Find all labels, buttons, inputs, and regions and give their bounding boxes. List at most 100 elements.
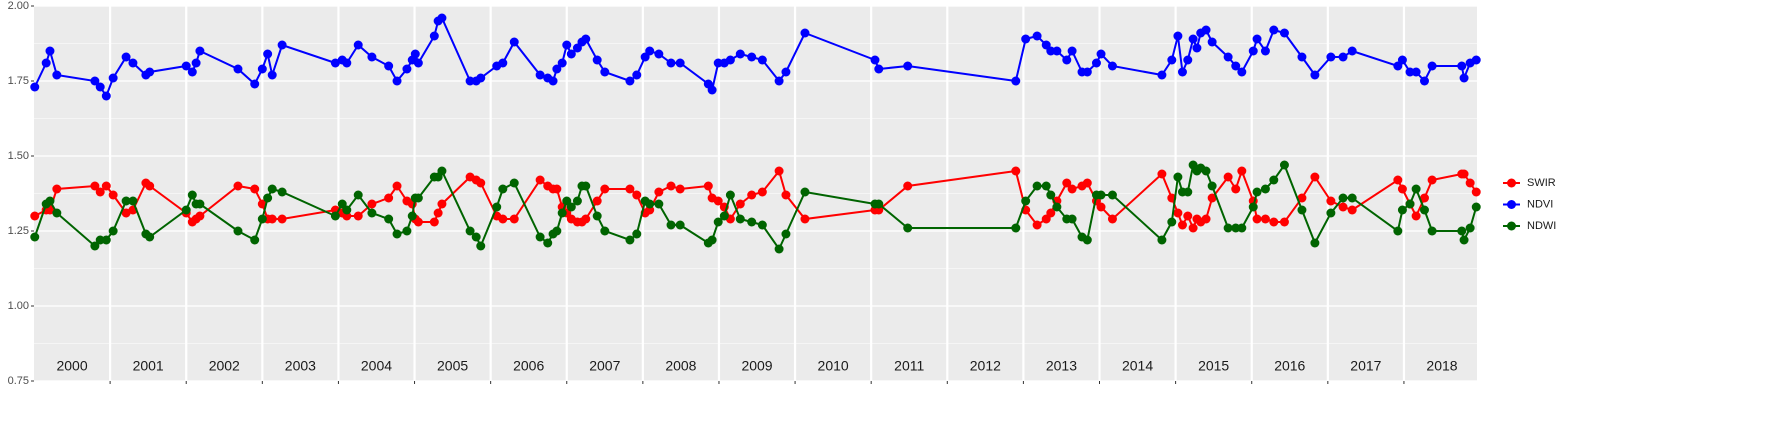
- data-point: [181, 205, 191, 215]
- data-point: [101, 181, 111, 191]
- year-label: 2015: [1198, 358, 1229, 374]
- data-point: [187, 190, 197, 200]
- data-point: [1201, 166, 1211, 176]
- legend-label: NDWI: [1527, 220, 1556, 232]
- data-point: [1157, 70, 1167, 80]
- data-point: [1419, 193, 1429, 203]
- data-point: [735, 214, 745, 224]
- data-point: [1173, 172, 1183, 182]
- year-label: 2001: [133, 358, 164, 374]
- data-point: [267, 70, 277, 80]
- year-label: 2006: [513, 358, 544, 374]
- data-point: [437, 166, 447, 176]
- data-point: [145, 232, 155, 242]
- data-point: [1279, 160, 1289, 170]
- data-point: [1471, 55, 1481, 65]
- data-point: [392, 229, 402, 239]
- year-label: 2013: [1046, 358, 1077, 374]
- y-tick-label: 1.50: [8, 150, 29, 162]
- data-point: [874, 64, 884, 74]
- data-point: [1188, 223, 1198, 233]
- data-point: [757, 220, 767, 230]
- data-point: [1223, 52, 1233, 62]
- year-label: 2018: [1426, 358, 1457, 374]
- data-point: [437, 199, 447, 209]
- data-point: [1326, 52, 1336, 62]
- year-label: 2008: [665, 358, 696, 374]
- data-point: [800, 214, 810, 224]
- data-point: [1096, 190, 1106, 200]
- data-point: [145, 181, 155, 191]
- data-point: [402, 226, 412, 236]
- data-point: [257, 64, 267, 74]
- data-point: [1347, 193, 1357, 203]
- data-point: [90, 76, 100, 86]
- data-point: [384, 214, 394, 224]
- data-point: [1459, 169, 1469, 179]
- data-point: [566, 202, 576, 212]
- data-point: [257, 214, 267, 224]
- data-point: [1096, 202, 1106, 212]
- data-point: [1269, 25, 1279, 35]
- data-point: [581, 181, 591, 191]
- data-point: [1021, 34, 1031, 44]
- year-label: 2017: [1350, 358, 1381, 374]
- data-point: [735, 199, 745, 209]
- data-point: [781, 229, 791, 239]
- data-point: [675, 220, 685, 230]
- year-label: 2005: [437, 358, 468, 374]
- data-point: [1419, 205, 1429, 215]
- data-point: [757, 55, 767, 65]
- data-point: [1279, 28, 1289, 38]
- year-label: 2003: [285, 358, 316, 374]
- data-point: [781, 67, 791, 77]
- data-point: [90, 181, 100, 191]
- data-point: [645, 199, 655, 209]
- data-point: [145, 67, 155, 77]
- data-point: [90, 241, 100, 251]
- data-point: [1107, 61, 1117, 71]
- data-point: [1411, 184, 1421, 194]
- data-point: [30, 82, 40, 92]
- data-point: [1201, 25, 1211, 35]
- data-point: [781, 190, 791, 200]
- data-point: [1252, 34, 1262, 44]
- year-label: 2007: [589, 358, 620, 374]
- data-point: [572, 196, 582, 206]
- data-point: [330, 58, 340, 68]
- data-point: [707, 235, 717, 245]
- data-point: [1052, 202, 1062, 212]
- data-point: [413, 193, 423, 203]
- data-point: [1183, 55, 1193, 65]
- data-point: [277, 187, 287, 197]
- data-point: [1459, 73, 1469, 83]
- data-point: [1096, 49, 1106, 59]
- data-point: [95, 187, 105, 197]
- data-point: [465, 226, 475, 236]
- data-point: [1419, 76, 1429, 86]
- data-point: [747, 217, 757, 227]
- data-point: [625, 76, 635, 86]
- data-point: [384, 61, 394, 71]
- data-point: [1459, 235, 1469, 245]
- data-point: [654, 187, 664, 197]
- legend-label: SWIR: [1527, 177, 1556, 189]
- data-point: [1231, 184, 1241, 194]
- data-point: [41, 58, 51, 68]
- data-point: [625, 235, 635, 245]
- data-point: [121, 208, 131, 218]
- data-point: [757, 187, 767, 197]
- data-point: [1297, 193, 1307, 203]
- data-point: [108, 226, 118, 236]
- data-point: [1207, 37, 1217, 47]
- data-point: [1231, 61, 1241, 71]
- data-point: [1269, 175, 1279, 185]
- data-point: [330, 211, 340, 221]
- data-point: [543, 238, 553, 248]
- data-point: [1107, 190, 1117, 200]
- data-point: [1427, 61, 1437, 71]
- data-point: [195, 211, 205, 221]
- data-point: [774, 244, 784, 254]
- data-point: [1107, 214, 1117, 224]
- data-point: [1237, 166, 1247, 176]
